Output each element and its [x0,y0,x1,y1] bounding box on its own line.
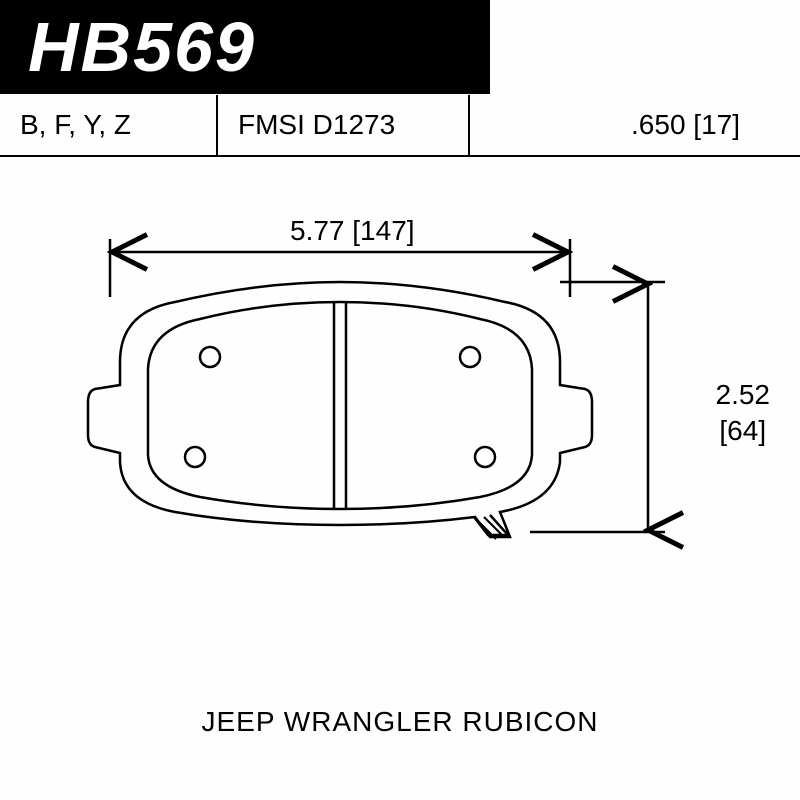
part-number-text: HB569 [28,8,256,86]
application-label: JEEP WRANGLER RUBICON [0,706,800,738]
rivet-hole [460,347,480,367]
rivet-hole [185,447,205,467]
spec-row: B, F, Y, Z FMSI D1273 .650 [17] [0,95,800,157]
rivet-hole [200,347,220,367]
part-number-header: HB569 [0,0,490,94]
spec-thickness: .650 [17] [470,95,800,155]
wear-sensor-detail [478,521,496,539]
diagram-area: 5.77 [147] 2.52 [64] [0,207,800,667]
brake-pad-diagram [0,207,800,667]
brake-pad-outline [88,282,592,537]
brake-pad-inner [148,302,532,509]
spec-compounds: B, F, Y, Z [0,95,218,155]
rivet-hole [475,447,495,467]
spec-fmsi: FMSI D1273 [218,95,470,155]
